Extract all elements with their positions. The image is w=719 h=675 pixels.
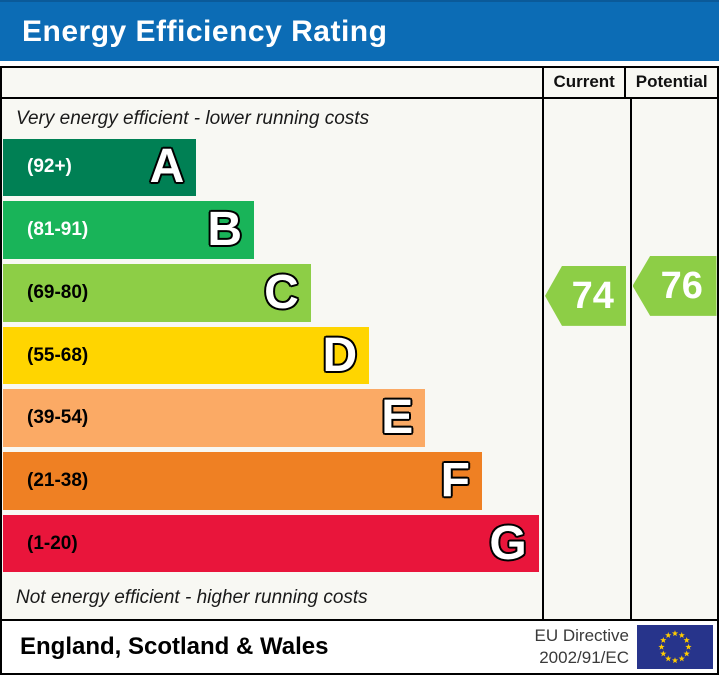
band-b: (81-91) B	[3, 201, 255, 260]
band-a: (92+) A	[3, 138, 197, 197]
header-spacer	[2, 68, 542, 97]
band-d-range: (55-68)	[27, 344, 89, 366]
band-row-a: (92+) A	[2, 138, 542, 197]
band-c-range: (69-80)	[27, 281, 89, 303]
band-g: (1-20) G	[3, 514, 539, 573]
bands-column: Very energy efficient - lower running co…	[2, 99, 542, 619]
potential-column: 76	[629, 98, 718, 620]
band-row-e: (39-54) E	[2, 389, 542, 448]
band-d-letter: D	[321, 328, 358, 382]
eu-directive-line2: 2002/91/EC	[539, 648, 629, 668]
region-label: England, Scotland & Wales	[20, 633, 329, 661]
header-potential: Potential	[624, 68, 717, 97]
note-top: Very energy efficient - lower running co…	[16, 107, 370, 129]
band-d: (55-68) D	[3, 326, 370, 385]
band-b-letter: B	[206, 203, 243, 257]
band-f: (21-38) F	[3, 452, 482, 510]
eu-directive-line1: EU Directive	[534, 626, 629, 646]
eu-flag-icon	[637, 625, 713, 670]
title-bar: Energy Efficiency Rating	[0, 0, 719, 61]
current-rating-value: 74	[571, 274, 614, 317]
band-f-letter: F	[440, 453, 471, 507]
band-row-g: (1-20) G	[2, 514, 542, 573]
band-b-range: (81-91)	[27, 219, 89, 241]
band-a-letter: A	[149, 140, 186, 194]
table-footer-row: England, Scotland & Wales EU Directive 2…	[2, 619, 717, 673]
table-body-row: Very energy efficient - lower running co…	[2, 98, 718, 620]
page-title: Energy Efficiency Rating	[22, 14, 388, 48]
potential-rating-value: 76	[660, 264, 703, 307]
current-column: 74	[542, 98, 630, 620]
band-c-letter: C	[263, 265, 300, 319]
band-c: (69-80) C	[3, 264, 311, 322]
band-f-range: (21-38)	[27, 469, 89, 491]
band-row-f: (21-38) F	[2, 452, 542, 510]
band-e-range: (39-54)	[27, 407, 89, 429]
table-header-row: Current Potential	[2, 68, 717, 99]
eu-directive-label: EU Directive 2002/91/EC	[535, 625, 629, 669]
rating-table: Current Potential Very energy efficient …	[0, 66, 719, 675]
potential-rating-arrow: 76	[632, 255, 717, 316]
band-g-letter: G	[488, 516, 527, 570]
band-e: (39-54) E	[3, 389, 426, 448]
note-bottom: Not energy efficient - higher running co…	[16, 587, 368, 609]
current-rating-arrow: 74	[545, 265, 626, 326]
header-current: Current	[542, 68, 624, 97]
band-g-range: (1-20)	[27, 532, 78, 554]
band-a-range: (92+)	[27, 156, 72, 178]
band-row-b: (81-91) B	[2, 201, 542, 260]
band-row-d: (55-68) D	[2, 326, 542, 385]
band-e-letter: E	[380, 391, 414, 445]
band-row-c: (69-80) C	[2, 264, 542, 322]
